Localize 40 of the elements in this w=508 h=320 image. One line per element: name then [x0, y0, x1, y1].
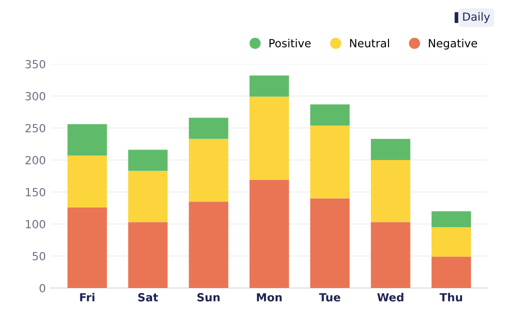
bar: [370, 160, 410, 222]
y-tick-label: 200: [26, 156, 46, 164]
y-tick-label: 0: [40, 284, 46, 292]
x-tick-label: Tue: [319, 293, 340, 302]
bar: [370, 222, 410, 288]
y-tick-label: 300: [26, 92, 46, 100]
bar: [188, 202, 228, 288]
bar: [67, 124, 107, 156]
bar: [310, 125, 350, 198]
x-tick-label: Mon: [256, 293, 282, 302]
bar: [250, 96, 289, 180]
y-tick-label: 150: [26, 188, 46, 196]
bar: [432, 211, 471, 228]
x-tick-label: Sat: [138, 293, 158, 302]
legend-label: Negative: [428, 38, 478, 50]
legend-label: Neutral: [350, 38, 389, 48]
x-tick-label: Thu: [440, 292, 462, 302]
y-tick-label: 100: [26, 220, 46, 228]
bar: [67, 156, 107, 208]
bar: [250, 76, 289, 97]
bar: [370, 138, 410, 160]
y-tick-label: 350: [26, 60, 46, 68]
bar: [67, 207, 107, 288]
bar: [432, 256, 471, 288]
y-tick-label: 250: [26, 124, 46, 132]
bar: [250, 180, 289, 288]
x-tick-label: Fri: [80, 292, 94, 302]
bar: [432, 227, 471, 257]
bar: [188, 138, 228, 202]
x-tick-label: Wed: [377, 292, 404, 302]
bar: [188, 118, 228, 139]
text: Daily: [463, 12, 490, 23]
y-tick-label: 50: [32, 252, 46, 260]
bar: [128, 150, 168, 171]
bar: [128, 170, 168, 222]
bar: [128, 222, 168, 288]
x-tick-label: Sun: [197, 293, 220, 302]
bar: [310, 198, 350, 288]
bar: [310, 104, 350, 126]
legend-label: Positive: [270, 38, 311, 48]
